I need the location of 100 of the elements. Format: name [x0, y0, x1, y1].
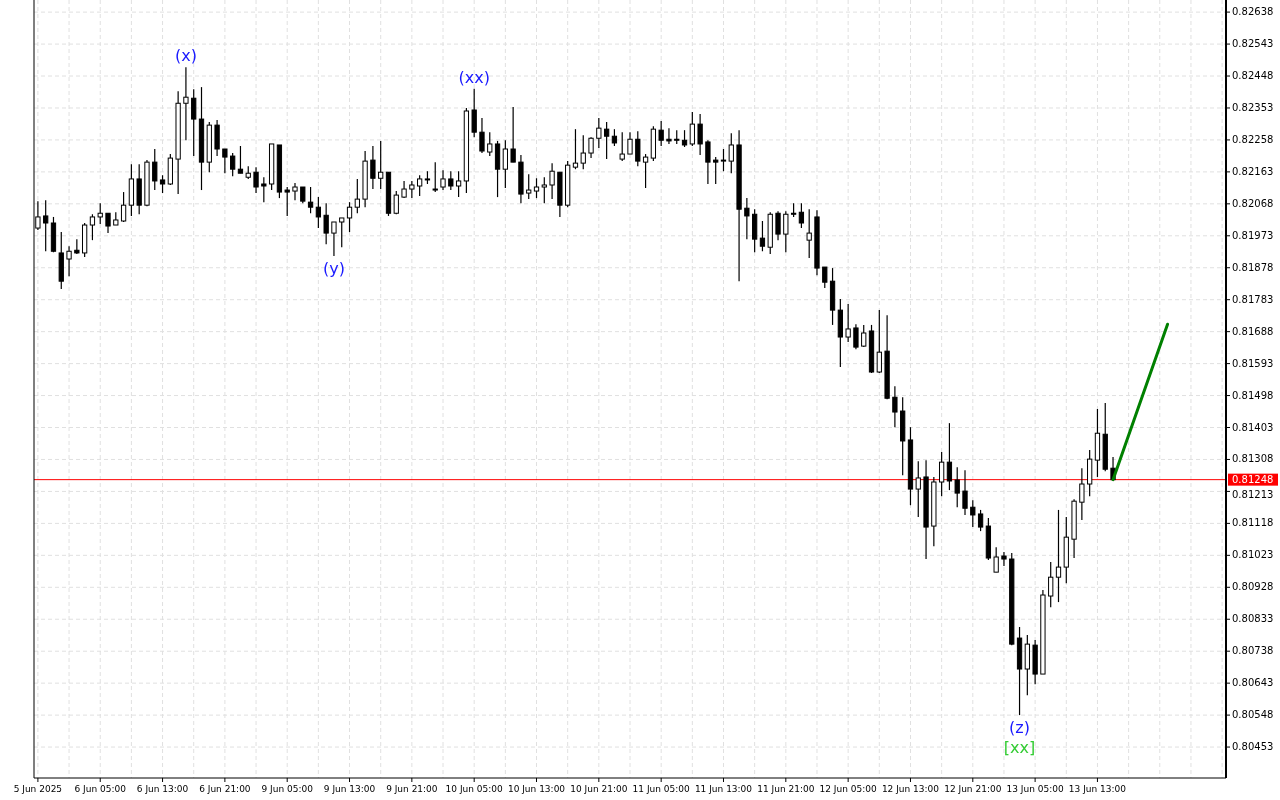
candlestick — [237, 145, 244, 174]
ref-line-label: 0.81248 — [1232, 473, 1274, 485]
candlestick — [323, 202, 329, 245]
candlestick — [635, 130, 641, 167]
candlestick — [728, 132, 734, 174]
candlestick — [697, 113, 703, 156]
x-tick-label: 13 Jun 13:00 — [1068, 784, 1127, 794]
candlestick — [970, 499, 976, 528]
annotation: (y) — [322, 258, 345, 278]
candlestick — [307, 186, 314, 214]
candlestick — [744, 197, 750, 240]
x-tick-label: 9 Jun 21:00 — [386, 784, 438, 794]
candlestick — [230, 152, 236, 177]
candlestick — [853, 323, 859, 350]
candlestick — [1001, 551, 1007, 567]
x-tick-label: 9 Jun 13:00 — [323, 784, 376, 794]
y-tick-label: 0.80738 — [1232, 645, 1274, 657]
candlestick — [43, 199, 49, 252]
candlestick — [261, 176, 267, 203]
annotation: (z) — [1009, 718, 1030, 738]
candlestick — [510, 106, 516, 163]
candlestick — [354, 178, 360, 214]
candlestick — [876, 309, 882, 374]
y-tick-label: 0.81118 — [1232, 517, 1274, 529]
candlestick — [253, 166, 259, 194]
x-tick-label: 10 Jun 05:00 — [445, 784, 504, 794]
candlestick — [892, 385, 898, 428]
candlestick — [977, 509, 984, 532]
x-tick-label: 12 Jun 21:00 — [944, 784, 1002, 794]
y-tick-label: 0.81973 — [1232, 229, 1274, 241]
x-tick-label: 11 Jun 05:00 — [632, 784, 691, 794]
y-tick-label: 0.82543 — [1232, 38, 1274, 50]
candlestick — [191, 88, 197, 157]
y-tick-label: 0.81308 — [1232, 453, 1274, 465]
candlestick — [292, 182, 298, 201]
candlestick — [370, 145, 376, 190]
candlestick — [455, 170, 462, 198]
candlestick — [603, 121, 610, 160]
x-tick-label: 13 Jun 05:00 — [1006, 784, 1064, 794]
candlestick — [541, 176, 547, 204]
x-tick-label: 6 Jun 13:00 — [136, 784, 189, 794]
annotation: (xx) — [458, 67, 490, 87]
y-tick-label: 0.81403 — [1232, 421, 1274, 433]
candlestick — [378, 140, 384, 190]
candlestick — [222, 148, 228, 174]
candlestick — [66, 245, 72, 277]
y-tick-label: 0.82258 — [1232, 133, 1274, 145]
candlestick — [284, 186, 290, 217]
candlestick — [588, 136, 594, 159]
candlestick — [432, 161, 438, 193]
candlestick — [471, 88, 477, 138]
candlestick — [315, 196, 322, 229]
candlestick — [214, 119, 220, 157]
candlestick — [183, 66, 189, 141]
candlestick — [946, 422, 953, 491]
y-tick-label: 0.82638 — [1232, 6, 1274, 18]
candlestick — [549, 162, 555, 200]
candlestick — [822, 266, 828, 289]
candlestick — [502, 139, 508, 189]
candlestick — [105, 212, 111, 234]
candlestick — [331, 221, 337, 257]
candlestick — [580, 134, 586, 170]
annotation: (x) — [174, 46, 197, 66]
candlestick — [89, 213, 96, 241]
candlestick — [993, 546, 999, 573]
x-tick-label: 11 Jun 13:00 — [694, 784, 753, 794]
candlestick — [938, 451, 945, 497]
candlestick — [417, 174, 423, 197]
y-tick-label: 0.82068 — [1232, 197, 1274, 209]
candlestick — [713, 156, 719, 185]
candlestick — [759, 220, 766, 252]
y-tick-label: 0.80453 — [1232, 741, 1274, 753]
y-tick-label: 0.80643 — [1232, 677, 1274, 689]
candlestick — [346, 201, 353, 233]
candlestick — [533, 177, 540, 199]
candlestick — [1055, 509, 1062, 603]
candlestick — [619, 131, 625, 162]
candlestick — [642, 153, 649, 189]
x-tick-label: 6 Jun 21:00 — [199, 784, 251, 794]
candlestick — [448, 170, 454, 191]
x-tick-label: 11 Jun 21:00 — [757, 784, 815, 794]
y-tick-label: 0.81783 — [1232, 293, 1274, 305]
x-tick-label: 10 Jun 21:00 — [570, 784, 628, 794]
y-tick-label: 0.81593 — [1232, 357, 1274, 369]
candlestick — [627, 131, 633, 155]
y-tick-label: 0.82353 — [1232, 101, 1274, 113]
y-tick-label: 0.80928 — [1232, 581, 1274, 593]
candlestick — [783, 210, 789, 253]
x-tick-label: 5 Jun 2025 — [13, 784, 63, 794]
candlestick — [1048, 561, 1054, 608]
x-tick-label: 9 Jun 05:00 — [261, 784, 314, 794]
candlestick — [689, 111, 695, 147]
candlestick — [775, 210, 781, 241]
y-tick-label: 0.81878 — [1232, 261, 1274, 273]
x-tick-label: 12 Jun 05:00 — [819, 784, 877, 794]
x-tick-label: 6 Jun 05:00 — [74, 784, 127, 794]
y-tick-label: 0.82163 — [1232, 165, 1274, 177]
candlestick — [479, 117, 485, 154]
y-tick-label: 0.81688 — [1232, 325, 1274, 337]
candlestick — [409, 180, 415, 199]
